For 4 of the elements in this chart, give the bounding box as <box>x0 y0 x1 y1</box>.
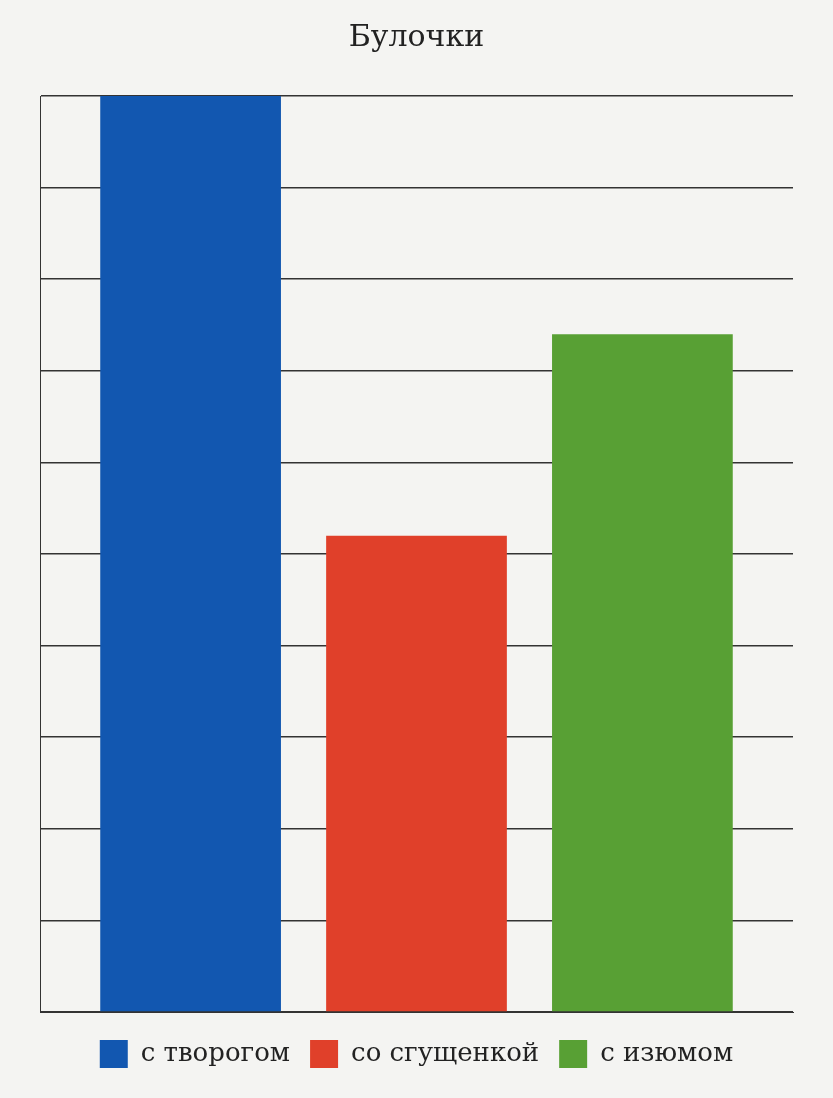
legend-label: с творогом <box>140 1036 291 1067</box>
legend-label: с изюмом <box>600 1036 734 1067</box>
chart-title: Булочки <box>348 17 485 53</box>
legend-label: со сгущенкой <box>351 1036 540 1067</box>
